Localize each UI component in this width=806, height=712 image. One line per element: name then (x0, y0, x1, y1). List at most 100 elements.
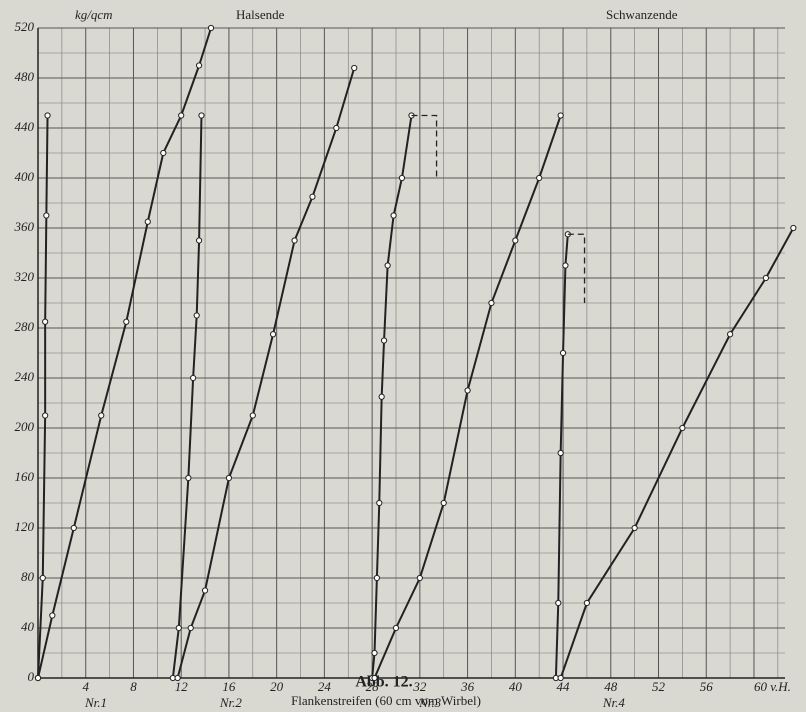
y-tick-label: 120 (15, 519, 35, 534)
x-tick-label: 20 (270, 679, 284, 694)
y-tick-label: 240 (15, 369, 35, 384)
x-axis-label: Flankenstreifen (60 cm vom Wirbel) (291, 693, 481, 708)
point (384, 262, 391, 269)
point (727, 331, 734, 338)
curve (554, 234, 569, 679)
curve (37, 115, 49, 679)
point (464, 387, 471, 394)
point (144, 218, 151, 225)
x-tick-label: 4 (82, 679, 89, 694)
point (555, 599, 562, 607)
curve (411, 114, 438, 178)
point (371, 674, 378, 682)
group-label: Nr.3 (418, 695, 442, 710)
point (333, 124, 340, 132)
x-tick-label: 36 (460, 679, 475, 694)
point (536, 174, 543, 182)
point (225, 474, 233, 482)
point (559, 349, 567, 357)
x-tick-label: 40 (509, 679, 523, 694)
point (193, 312, 200, 319)
y-tick-label: 160 (15, 469, 35, 484)
curve (176, 67, 356, 679)
point (201, 587, 209, 594)
point (70, 524, 77, 532)
point (488, 299, 495, 307)
point (376, 499, 383, 507)
x-tick-label: 44 (557, 679, 571, 694)
point (373, 574, 380, 582)
point (249, 412, 256, 419)
annotation: Halsende (236, 7, 285, 22)
point (43, 212, 50, 219)
y-tick-label: 360 (14, 219, 35, 234)
point (98, 412, 105, 419)
point (39, 574, 46, 582)
point (557, 674, 564, 682)
point (378, 393, 385, 400)
curve (37, 27, 212, 679)
point (631, 524, 638, 532)
y-tick-label: 0 (28, 669, 35, 684)
point (562, 262, 569, 269)
point (416, 574, 423, 582)
point (198, 112, 205, 119)
point (557, 112, 564, 119)
y-axis-label: kg/qcm (75, 7, 113, 22)
point (190, 374, 197, 382)
y-tick-label: 200 (15, 419, 35, 434)
point (679, 424, 686, 432)
curve (567, 233, 586, 303)
x-tick-label: 56 (700, 679, 714, 694)
point (160, 149, 167, 157)
x-tick-label: 8 (130, 679, 137, 694)
y-tick-label: 320 (14, 269, 35, 284)
point (557, 449, 564, 457)
x-tick-label: 52 (652, 679, 666, 694)
point (207, 24, 215, 32)
y-tick-label: 480 (15, 69, 35, 84)
x-tick-label: 48 (604, 679, 618, 694)
point (34, 674, 42, 682)
point (187, 624, 194, 632)
y-tick-label: 400 (15, 169, 35, 184)
point (195, 237, 203, 244)
point (269, 331, 277, 338)
y-tick-label: 280 (15, 319, 35, 334)
point (42, 318, 49, 325)
x-tick-label: 28 (366, 679, 380, 694)
y-tick-label: 440 (15, 119, 35, 134)
point (762, 274, 770, 282)
point (42, 412, 49, 419)
x-tick-label: 24 (318, 679, 332, 694)
point (380, 337, 388, 344)
figure-label: Abb. 12. (355, 674, 412, 691)
point (195, 62, 203, 69)
point (440, 499, 447, 507)
curve (371, 115, 413, 679)
group-label: Nr.2 (219, 695, 243, 710)
point (174, 674, 181, 682)
point (392, 624, 400, 632)
point (44, 112, 51, 119)
point (291, 237, 298, 244)
point (123, 318, 130, 325)
point (398, 174, 406, 182)
x-tick-label: 60 v.H. (754, 679, 791, 694)
y-tick-label: 80 (21, 569, 35, 584)
x-tick-label: 12 (175, 679, 189, 694)
point (351, 64, 358, 72)
point (790, 224, 797, 232)
point (175, 624, 182, 632)
point (49, 612, 56, 619)
point (583, 599, 591, 607)
point (309, 193, 316, 200)
point (390, 212, 397, 219)
y-tick-label: 520 (15, 19, 35, 34)
group-label: Nr.1 (84, 695, 107, 710)
point (371, 649, 378, 657)
y-tick-label: 40 (21, 619, 35, 634)
x-tick-label: 32 (412, 679, 427, 694)
